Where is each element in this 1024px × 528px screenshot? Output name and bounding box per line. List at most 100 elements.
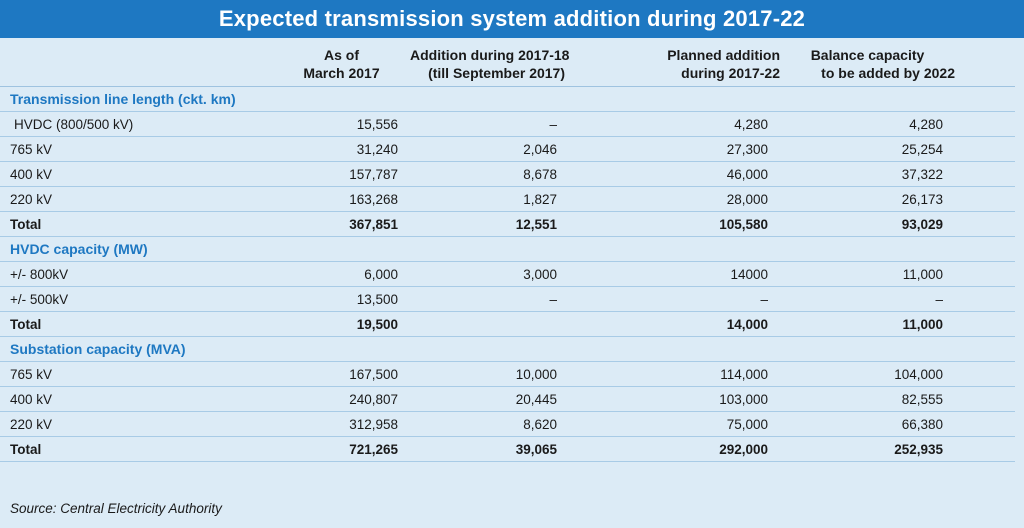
cell-planned-addition: 14000 (565, 261, 780, 287)
section-header-row: HVDC capacity (MW) (0, 236, 1015, 262)
section-title: HVDC capacity (MW) (0, 236, 1015, 262)
table-title: Expected transmission system addition du… (0, 0, 1024, 38)
header-line: to be added by 2022 (821, 65, 955, 81)
row-spacer (955, 386, 1015, 412)
total-row: Total 721,265 39,065 292,000 252,935 (0, 436, 1015, 462)
header-line: March 2017 (303, 65, 380, 81)
cell-addition-2017-18: – (410, 286, 565, 312)
table-row: 765 kV 31,240 2,046 27,300 25,254 (0, 136, 1015, 162)
cell-balance-capacity: 11,000 (780, 311, 955, 337)
header-planned-addition: Planned addition during 2017-22 (565, 46, 780, 87)
cell-planned-addition: – (565, 286, 780, 312)
cell-planned-addition: 14,000 (565, 311, 780, 337)
cell-planned-addition: 103,000 (565, 386, 780, 412)
cell-balance-capacity: 82,555 (780, 386, 955, 412)
section-header-row: Transmission line length (ckt. km) (0, 86, 1015, 112)
table-body: Transmission line length (ckt. km) HVDC (… (0, 86, 1015, 462)
cell-planned-addition: 75,000 (565, 411, 780, 437)
row-spacer (955, 311, 1015, 337)
table-row: 220 kV 312,958 8,620 75,000 66,380 (0, 411, 1015, 437)
cell-balance-capacity: 25,254 (780, 136, 955, 162)
row-label: 765 kV (0, 136, 285, 162)
cell-addition-2017-18: 3,000 (410, 261, 565, 287)
table-row: 765 kV 167,500 10,000 114,000 104,000 (0, 361, 1015, 387)
cell-planned-addition: 27,300 (565, 136, 780, 162)
cell-addition-2017-18: 8,620 (410, 411, 565, 437)
cell-as-of-march-2017: 31,240 (285, 136, 410, 162)
cell-balance-capacity: 37,322 (780, 161, 955, 187)
header-line: Balance capacity (810, 47, 925, 63)
section-header-row: Substation capacity (MVA) (0, 336, 1015, 362)
cell-balance-capacity: 11,000 (780, 261, 955, 287)
header-addition-2017-18: Addition during 2017-18 (till September … (410, 46, 570, 87)
cell-planned-addition: 292,000 (565, 436, 780, 462)
table-row: 400 kV 240,807 20,445 103,000 82,555 (0, 386, 1015, 412)
cell-as-of-march-2017: 312,958 (285, 411, 410, 437)
cell-balance-capacity: 66,380 (780, 411, 955, 437)
cell-addition-2017-18 (410, 311, 565, 337)
cell-as-of-march-2017: 15,556 (285, 111, 410, 137)
cell-as-of-march-2017: 240,807 (285, 386, 410, 412)
cell-addition-2017-18: 1,827 (410, 186, 565, 212)
header-line: (till September 2017) (428, 65, 565, 81)
cell-addition-2017-18: 8,678 (410, 161, 565, 187)
table-row: +/- 800kV 6,000 3,000 14000 11,000 (0, 261, 1015, 287)
header-label-empty (0, 46, 285, 87)
cell-as-of-march-2017: 367,851 (285, 211, 410, 237)
cell-balance-capacity: 4,280 (780, 111, 955, 137)
row-label: Total (0, 311, 285, 337)
row-spacer (955, 186, 1015, 212)
cell-as-of-march-2017: 163,268 (285, 186, 410, 212)
row-spacer (955, 361, 1015, 387)
cell-addition-2017-18: 39,065 (410, 436, 565, 462)
transmission-table: As of March 2017 Addition during 2017-18… (0, 46, 1015, 462)
cell-as-of-march-2017: 721,265 (285, 436, 410, 462)
header-line: Addition during 2017-18 (410, 47, 570, 63)
row-label: HVDC (800/500 kV) (0, 111, 285, 137)
row-spacer (955, 411, 1015, 437)
total-row: Total 367,851 12,551 105,580 93,029 (0, 211, 1015, 237)
row-label: Total (0, 436, 285, 462)
source-note: Source: Central Electricity Authority (10, 501, 222, 516)
cell-as-of-march-2017: 19,500 (285, 311, 410, 337)
row-spacer (955, 211, 1015, 237)
cell-planned-addition: 46,000 (565, 161, 780, 187)
table-row: 220 kV 163,268 1,827 28,000 26,173 (0, 186, 1015, 212)
cell-as-of-march-2017: 13,500 (285, 286, 410, 312)
table-row: HVDC (800/500 kV) 15,556–4,280 4,280 (0, 111, 1015, 137)
cell-planned-addition: 4,280 (565, 111, 780, 137)
cell-addition-2017-18: 20,445 (410, 386, 565, 412)
cell-addition-2017-18: 2,046 (410, 136, 565, 162)
header-line: during 2017-22 (681, 65, 780, 81)
row-spacer (955, 261, 1015, 287)
section-title: Substation capacity (MVA) (0, 336, 1015, 362)
row-label: 765 kV (0, 361, 285, 387)
total-row: Total 19,500 14,000 11,000 (0, 311, 1015, 337)
cell-as-of-march-2017: 6,000 (285, 261, 410, 287)
header-as-of-march-2017: As of March 2017 (285, 46, 410, 87)
cell-balance-capacity: 93,029 (780, 211, 955, 237)
row-spacer (955, 286, 1015, 312)
cell-balance-capacity: 26,173 (780, 186, 955, 212)
cell-addition-2017-18: – (410, 111, 565, 137)
row-label: 400 kV (0, 161, 285, 187)
row-label: +/- 500kV (0, 286, 285, 312)
table-row: +/- 500kV 13,500– – – (0, 286, 1015, 312)
row-label: 400 kV (0, 386, 285, 412)
header-row: As of March 2017 Addition during 2017-18… (0, 46, 1015, 87)
table-container: As of March 2017 Addition during 2017-18… (0, 38, 1024, 528)
cell-addition-2017-18: 12,551 (410, 211, 565, 237)
cell-balance-capacity: 252,935 (780, 436, 955, 462)
row-spacer (955, 136, 1015, 162)
row-spacer (955, 111, 1015, 137)
header-spacer (955, 46, 1015, 87)
cell-as-of-march-2017: 167,500 (285, 361, 410, 387)
row-label: 220 kV (0, 186, 285, 212)
row-label: Total (0, 211, 285, 237)
table-row: 400 kV 157,787 8,678 46,000 37,322 (0, 161, 1015, 187)
header-line: As of (324, 47, 359, 63)
cell-planned-addition: 114,000 (565, 361, 780, 387)
section-title: Transmission line length (ckt. km) (0, 86, 1015, 112)
row-label: 220 kV (0, 411, 285, 437)
cell-planned-addition: 105,580 (565, 211, 780, 237)
